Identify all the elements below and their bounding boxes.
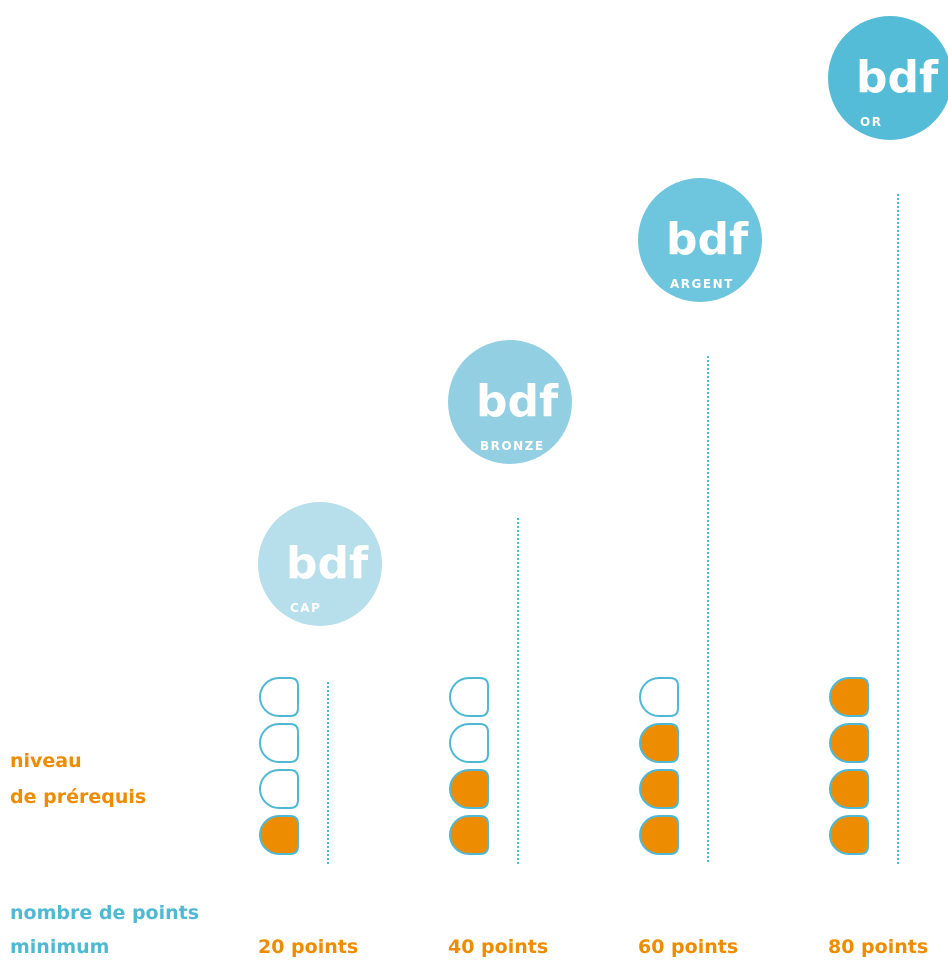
badge-or-logo: bdf bbox=[856, 52, 939, 103]
points-value-cap: 20 points bbox=[258, 936, 359, 958]
badge-or: bdf OR bbox=[828, 16, 948, 140]
badge-cap: bdf CAP bbox=[258, 502, 382, 626]
points-label-line2: minimum bbox=[10, 936, 110, 958]
badge-or-name: OR bbox=[860, 115, 882, 129]
prerequisite-circle-bronze-lower-middle-filled bbox=[449, 769, 489, 809]
badge-bronze: bdf BRONZE bbox=[448, 340, 572, 464]
prerequisite-circle-bronze-top-empty bbox=[449, 677, 489, 717]
prerequisite-label-line2: de prérequis bbox=[10, 786, 147, 808]
points-value-bronze: 40 points bbox=[448, 936, 549, 958]
badge-or-disc bbox=[828, 16, 948, 140]
prerequisite-circle-or-top-filled bbox=[829, 677, 869, 717]
prerequisite-circle-bronze-bottom-filled bbox=[449, 815, 489, 855]
badge-cap-logo: bdf bbox=[286, 538, 369, 589]
prerequisite-circle-cap-top-empty bbox=[259, 677, 299, 717]
prerequisite-circle-or-lower-middle-filled bbox=[829, 769, 869, 809]
badge-bronze-disc bbox=[448, 340, 572, 464]
badge-bronze-logo: bdf bbox=[476, 376, 559, 427]
prerequisite-label-line1: niveau bbox=[10, 750, 82, 772]
prerequisite-circle-or-bottom-filled bbox=[829, 815, 869, 855]
prerequisite-circle-argent-top-empty bbox=[639, 677, 679, 717]
prerequisite-circle-cap-lower-middle-empty bbox=[259, 769, 299, 809]
prerequisite-circle-argent-upper-middle-filled bbox=[639, 723, 679, 763]
prerequisite-circle-argent-bottom-filled bbox=[639, 815, 679, 855]
points-value-or: 80 points bbox=[828, 936, 929, 958]
badge-argent-disc bbox=[638, 178, 762, 302]
points-value-argent: 60 points bbox=[638, 936, 739, 958]
prerequisite-circle-bronze-upper-middle-empty bbox=[449, 723, 489, 763]
badge-argent: bdf ARGENT bbox=[638, 178, 762, 302]
badge-bronze-name: BRONZE bbox=[480, 439, 545, 453]
prerequisite-circle-or-upper-middle-filled bbox=[829, 723, 869, 763]
prerequisite-circle-argent-lower-middle-filled bbox=[639, 769, 679, 809]
prerequisite-circle-cap-upper-middle-empty bbox=[259, 723, 299, 763]
points-label-line1: nombre de points bbox=[10, 902, 200, 924]
badge-argent-name: ARGENT bbox=[670, 277, 734, 291]
badge-cap-name: CAP bbox=[290, 601, 321, 615]
badge-argent-logo: bdf bbox=[666, 214, 749, 265]
badge-cap-disc bbox=[258, 502, 382, 626]
prerequisite-circle-cap-bottom-filled bbox=[259, 815, 299, 855]
